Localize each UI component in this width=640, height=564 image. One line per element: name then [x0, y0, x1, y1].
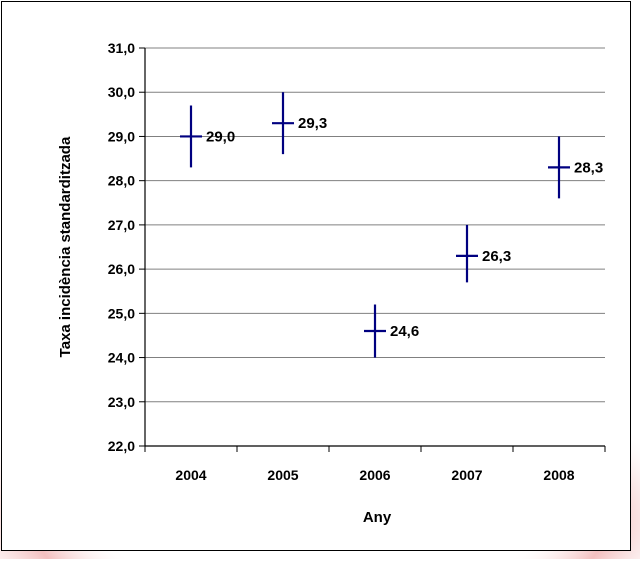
y-tick-label: 28,0: [108, 173, 135, 189]
x-tick-label: 2008: [543, 467, 574, 483]
mark-layer: [180, 92, 570, 358]
y-tick-label: 31,0: [108, 40, 135, 56]
data-label: 26,3: [482, 248, 511, 265]
chart-svg: 22,0 23,0 24,0 25,0 26,0 27,0 28,0 29,0 30,0 31,0…: [57, 40, 606, 526]
data-label: 29,3: [298, 115, 327, 132]
y-tick-label: 24,0: [108, 350, 135, 366]
axis-layer: [139, 47, 606, 452]
y-tick-label: 25,0: [108, 305, 135, 321]
data-label-layer: 29,0 29,3 24,6 26,3 28,3: [206, 115, 603, 340]
y-tick-label: 30,0: [108, 84, 135, 100]
x-tick-label: 2005: [267, 467, 298, 483]
data-label: 28,3: [574, 159, 603, 176]
data-label: 24,6: [390, 323, 419, 340]
x-tick-label: 2006: [359, 467, 390, 483]
x-axis-title: Any: [363, 509, 392, 526]
y-tick-label: 29,0: [108, 128, 135, 144]
tick-label-layer: 22,0 23,0 24,0 25,0 26,0 27,0 28,0 29,0 30,0 31,0…: [108, 40, 575, 483]
y-tick-label: 22,0: [108, 438, 135, 454]
y-tick-label: 23,0: [108, 394, 135, 410]
y-axis-title: Taxa incidència standarditzada: [57, 136, 74, 357]
y-tick-label: 26,0: [108, 261, 135, 277]
x-tick-label: 2007: [451, 467, 482, 483]
x-tick-label: 2004: [175, 467, 206, 483]
chart-frame: 22,0 23,0 24,0 25,0 26,0 27,0 28,0 29,0 30,0 31,0…: [1, 1, 631, 551]
data-label: 29,0: [206, 128, 235, 145]
y-tick-label: 27,0: [108, 217, 135, 233]
